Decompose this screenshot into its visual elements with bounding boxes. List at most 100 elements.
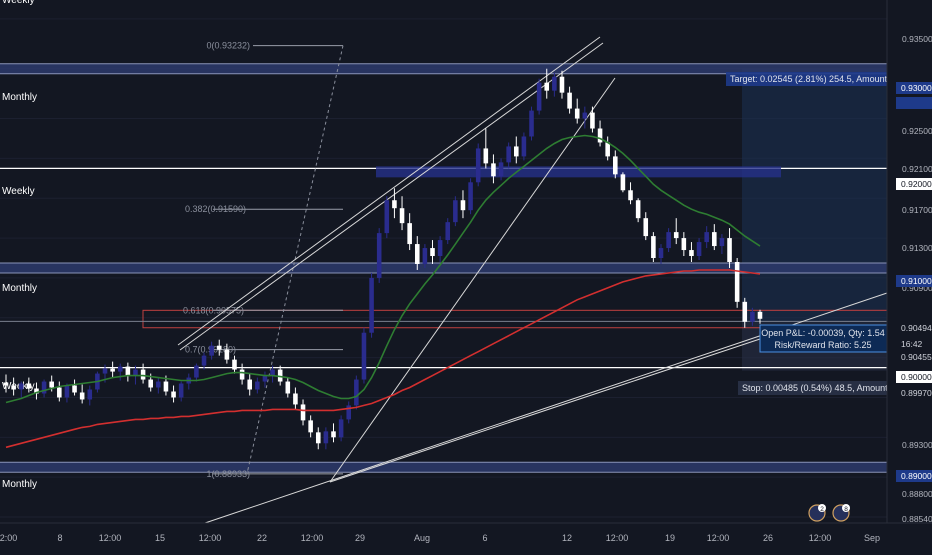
level-label: Weekly (2, 186, 35, 197)
candle-body (331, 431, 336, 438)
candle-body (384, 200, 390, 234)
candle-body (643, 218, 649, 237)
candle-body (673, 232, 679, 239)
fib-label: 1(0.88933) (206, 469, 250, 479)
candle-body (194, 365, 199, 378)
time-tick: 15 (155, 533, 165, 543)
sr-zone (0, 63, 887, 74)
candle-body (49, 381, 54, 388)
price-tick: 0.92100 (902, 164, 932, 174)
candle-body (613, 156, 618, 175)
candle-body (620, 174, 626, 191)
candle-body (300, 404, 306, 421)
time-tick: 6 (482, 533, 487, 543)
candle-body (590, 112, 595, 129)
candle-body (3, 382, 9, 386)
price-label-box (896, 178, 932, 190)
candle-body (277, 369, 283, 382)
candle-body (369, 277, 374, 333)
candle-body (742, 301, 748, 322)
candle-body (750, 311, 755, 322)
time-tick: 12:00 (99, 533, 122, 543)
fib-label: 0.618(0.90575) (183, 305, 244, 315)
candle-body (148, 379, 153, 388)
price-tick: 0.88800 (902, 489, 932, 499)
level-label: Monthly (2, 283, 37, 294)
candle-body (87, 389, 93, 400)
candle-body (681, 238, 687, 251)
candle-body (666, 232, 671, 249)
candle-body (582, 112, 588, 119)
candle-body (270, 369, 275, 376)
price-label: 0.93000 (901, 83, 932, 93)
candle-body (483, 148, 489, 164)
level-label: Monthly (2, 92, 37, 103)
candle-body (704, 232, 709, 243)
position-stop-label-box (738, 381, 887, 395)
candle-body (734, 261, 740, 302)
time-tick: Sep (864, 533, 880, 543)
candle-body (453, 200, 458, 223)
candle-body (544, 82, 550, 91)
price-label: 16:42 (901, 339, 923, 349)
candle-body (552, 76, 557, 91)
candle-body (468, 182, 473, 211)
candle-body (597, 128, 603, 143)
candle-body (255, 381, 260, 390)
candle-body (64, 385, 70, 398)
trendline (329, 338, 761, 483)
candle-body (430, 248, 435, 257)
candle-body (293, 393, 298, 405)
price-tick: 0.92500 (902, 126, 932, 136)
candle-body (407, 223, 412, 245)
candle-body (689, 250, 694, 257)
price-label: 0.89970 (901, 388, 932, 398)
candle-body (376, 233, 382, 278)
trendline (177, 36, 601, 346)
candle-body (247, 379, 253, 390)
candle-body (72, 385, 77, 393)
time-tick: 12:00 (199, 533, 222, 543)
candle-body (727, 238, 732, 262)
position-target-label-box (726, 72, 887, 86)
candle-body (346, 405, 352, 420)
time-tick: 12:00 (809, 533, 832, 543)
candle-body (79, 392, 85, 400)
candle-body (163, 381, 169, 392)
candle-body (536, 82, 542, 111)
candle-body (361, 332, 367, 380)
price-label: 0.90455 (901, 352, 932, 362)
price-tick: 0.89300 (902, 440, 932, 450)
candle-body (216, 345, 222, 350)
candle-body (354, 379, 359, 406)
candle-body (125, 366, 131, 376)
candle-body (11, 385, 16, 390)
candle-body (437, 240, 443, 257)
candle-body (521, 136, 527, 157)
candle-body (102, 368, 108, 374)
candle-body (156, 381, 161, 388)
price-label: 0.92000 (901, 179, 932, 189)
candle-body (239, 369, 245, 380)
price-label-box (896, 275, 932, 287)
level-label: Weekly (2, 0, 35, 6)
candle-body (232, 359, 237, 370)
position-target-zone (742, 68, 887, 323)
price-tick: 0.93500 (902, 34, 932, 44)
time-tick: 19 (665, 533, 675, 543)
sr-zone (0, 462, 887, 473)
time-tick: 29 (355, 533, 365, 543)
price-label-box (896, 82, 932, 94)
price-label: 0.91000 (901, 276, 932, 286)
candle-body (651, 236, 656, 259)
price-label-box (896, 371, 932, 383)
position-stop-label: Stop: 0.00485 (0.54%) 48.5, Amount: 7 (742, 383, 898, 393)
time-tick: 26 (763, 533, 773, 543)
candle-body (140, 369, 146, 380)
candle-body (171, 391, 176, 398)
position-center-box (759, 324, 888, 353)
price-label: 0.90494 (901, 323, 932, 333)
candle-body (18, 383, 24, 390)
candle-body (262, 375, 268, 382)
